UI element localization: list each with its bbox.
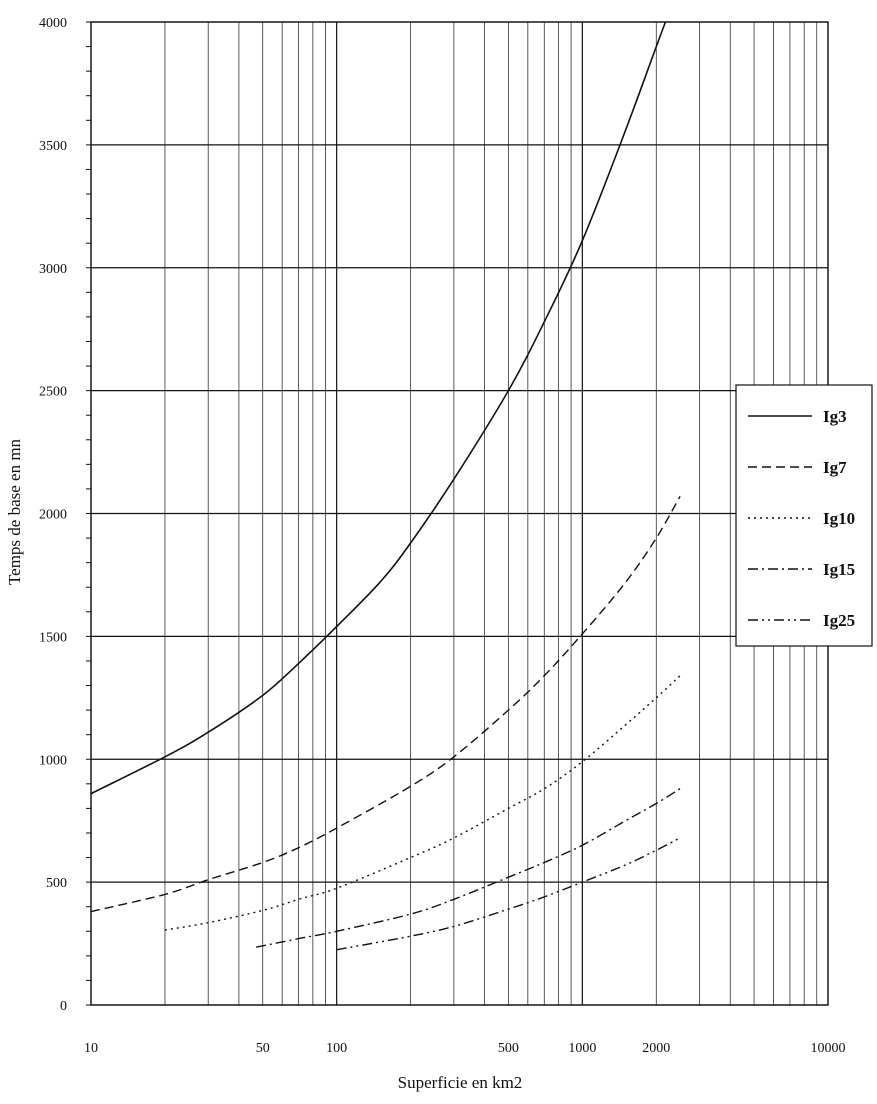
y-axis-ticks: 0 500 1000 1500 2000 2500 3000 3500 4000 — [39, 16, 91, 1014]
y-tick-label: 0 — [60, 999, 67, 1014]
y-axis-title: Temps de base en mn — [5, 438, 24, 585]
y-tick-label: 2000 — [39, 508, 67, 523]
series-line-ig7 — [90, 495, 681, 913]
x-tick-label: 100 — [326, 1041, 347, 1056]
series-line-ig15 — [255, 788, 681, 948]
y-tick-label: 3500 — [39, 139, 67, 154]
x-tick-label: 10 — [84, 1041, 98, 1056]
x-axis-title: Superficie en km2 — [398, 1073, 523, 1092]
legend-label-ig25: Ig25 — [823, 611, 855, 630]
legend-label-ig7: Ig7 — [823, 458, 847, 477]
series-line-ig10 — [164, 675, 681, 931]
y-tick-label: 1000 — [39, 753, 67, 768]
legend-label-ig3: Ig3 — [823, 407, 847, 426]
legend-label-ig15: Ig15 — [823, 560, 855, 579]
y-tick-label: 2500 — [39, 385, 67, 400]
y-tick-label: 1500 — [39, 630, 67, 645]
x-tick-label: 10000 — [811, 1041, 846, 1056]
major-gridlines — [90, 21, 829, 1006]
x-tick-label: 500 — [498, 1041, 519, 1056]
y-tick-label: 4000 — [39, 16, 67, 31]
y-tick-label: 3000 — [39, 262, 67, 277]
legend-label-ig10: Ig10 — [823, 509, 855, 528]
y-tick-label: 500 — [46, 876, 67, 891]
series-line-ig3 — [90, 21, 667, 795]
x-tick-label: 50 — [256, 1041, 270, 1056]
legend-box — [735, 384, 873, 647]
x-tick-label: 2000 — [642, 1041, 670, 1056]
series-layer — [90, 21, 681, 951]
x-tick-label: 1000 — [568, 1041, 596, 1056]
legend: Ig3 Ig7 Ig10 Ig15 Ig25 — [735, 384, 873, 647]
series-line-ig25 — [336, 837, 681, 951]
x-axis-ticks: 10 50 100 500 1000 2000 10000 — [84, 1041, 846, 1056]
